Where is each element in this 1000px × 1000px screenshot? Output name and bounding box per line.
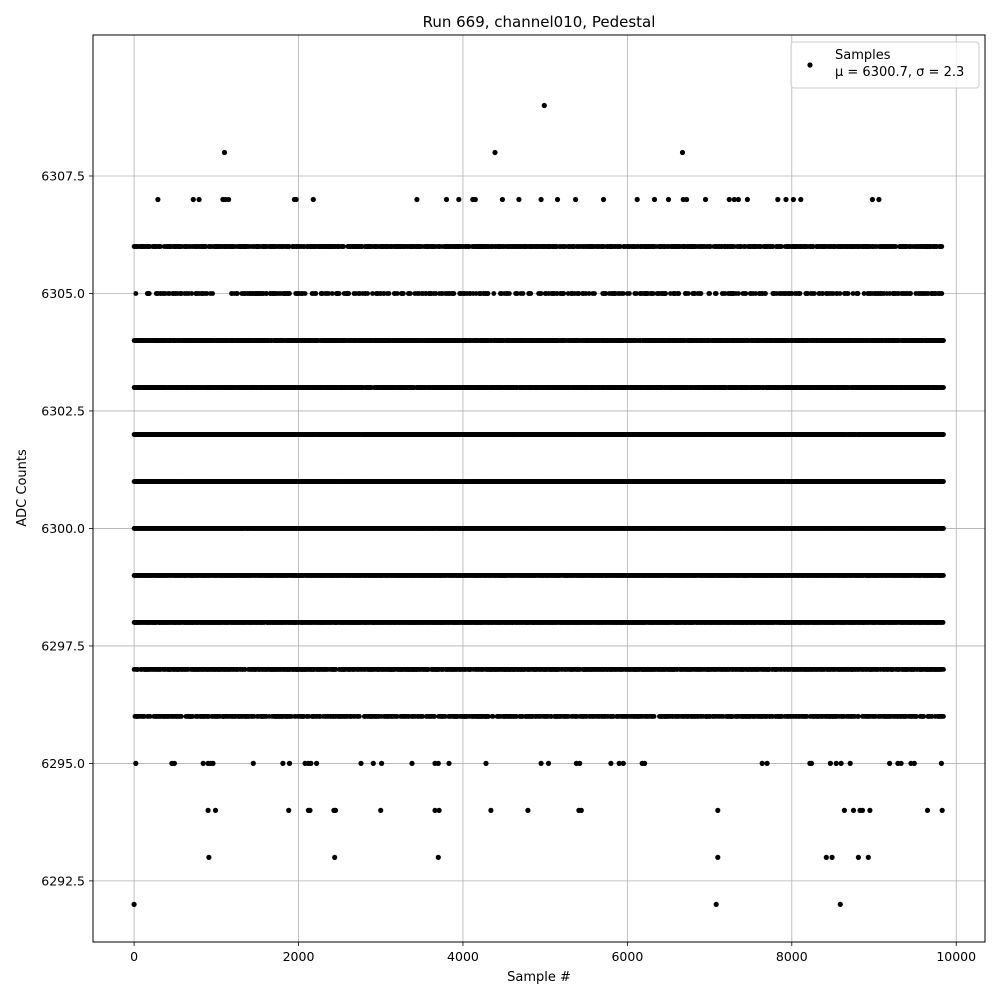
sample-point xyxy=(941,526,946,531)
sample-point xyxy=(941,479,946,484)
chart-title: Run 669, channel010, Pedestal xyxy=(423,13,656,31)
data-points xyxy=(131,102,946,908)
